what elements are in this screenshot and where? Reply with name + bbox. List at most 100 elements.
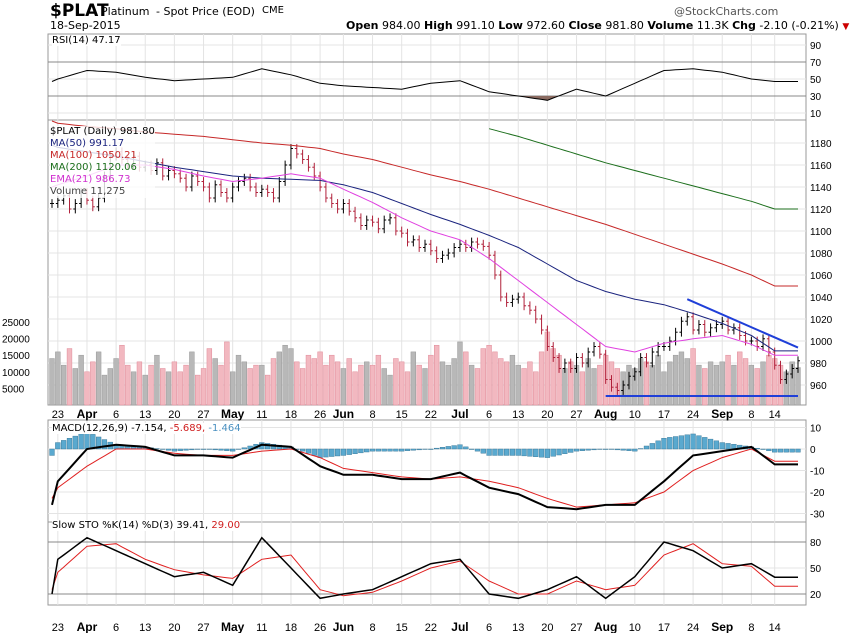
volume-bar (754, 368, 760, 406)
exchange: CME (262, 5, 284, 16)
sto-panel-frame (47, 521, 807, 606)
volume-bar (200, 368, 207, 406)
volume-bar (422, 368, 428, 406)
price-bar (592, 342, 597, 357)
volume-bar (317, 351, 323, 406)
volume-bar (183, 364, 189, 406)
x-tick-label: 20 (168, 409, 180, 421)
instrument-desc: - Spot Price (EOD) (156, 5, 255, 18)
macd-histogram-bar (393, 448, 399, 452)
volume-bar (789, 361, 795, 406)
volume-bar (381, 368, 387, 406)
x-tick-label: 24 (687, 622, 699, 633)
macd-histogram-bar (498, 448, 504, 456)
x-tick-label: 23 (52, 409, 64, 421)
price-bar (463, 239, 468, 252)
rsi-panel-frame (47, 33, 807, 121)
volume-bar (253, 364, 259, 406)
price-bar (545, 325, 550, 351)
x-tick-label: 20 (541, 409, 553, 421)
macd-histogram-bar (713, 440, 720, 450)
price-bar (551, 342, 556, 362)
price-bar (73, 199, 78, 214)
volume-bar (346, 358, 352, 406)
volume-bar (719, 361, 725, 406)
volume-bar (597, 364, 603, 406)
macd-histogram-bar (434, 447, 440, 450)
sto-d-line (51, 543, 798, 597)
price-bar (399, 226, 404, 238)
price-bar (603, 349, 608, 384)
volume-bar (655, 354, 661, 406)
macd-histogram-bar (311, 448, 317, 456)
x-tick-label: 24 (687, 409, 699, 421)
volume-bar (160, 368, 166, 406)
x-tick-label: 27 (570, 409, 582, 421)
x-tick-label: 18 (285, 409, 297, 421)
volume-bar (305, 354, 312, 406)
price-bar (90, 195, 95, 212)
price-bar (323, 182, 328, 203)
volume-bar (212, 358, 218, 406)
close-label: Close (568, 19, 602, 32)
sto-d-legend: 29.00 (211, 520, 241, 531)
price-bar (475, 237, 480, 249)
x-tick-label: 18 (285, 622, 297, 633)
x-tick-label: Aug (594, 407, 617, 421)
price-axis-tick-label: 1140 (810, 183, 832, 194)
volume-bar (171, 361, 178, 406)
volume-bar (119, 344, 125, 406)
macd-axis-tick-label: 0 (810, 445, 816, 456)
macd-histogram-bar (568, 448, 574, 453)
volume-bar (148, 364, 154, 406)
volume-bar (84, 371, 90, 406)
macd-histogram-bar (527, 448, 533, 457)
price-bar (294, 144, 299, 159)
price-bar (434, 246, 439, 263)
macd-histogram-bar (381, 448, 387, 452)
volume-value: 11.3K (696, 19, 729, 32)
volume-bar (107, 368, 113, 406)
volume-bar (259, 364, 265, 406)
price-bar (277, 177, 282, 203)
x-tick-label: 6 (113, 409, 119, 421)
x-tick-label: 14 (769, 409, 781, 421)
volume-bar (515, 364, 521, 406)
volume-bar (760, 361, 766, 406)
price-axis-tick-label: 960 (810, 381, 827, 392)
price-axis-tick-label: 1020 (810, 315, 833, 326)
price-bar (440, 250, 445, 263)
x-tick-label: 8 (369, 409, 375, 421)
macd-histogram-bar (766, 448, 772, 452)
price-bar (213, 180, 218, 203)
macd-histogram-bar (457, 444, 463, 450)
macd-signal-line (51, 448, 798, 508)
x-tick-label: 27 (197, 622, 209, 633)
volume-bar (264, 374, 271, 406)
volume-bar (60, 364, 67, 406)
down-arrow-icon: ▼ (842, 22, 850, 32)
price-bar (248, 173, 253, 192)
macd-histogram-bar (538, 448, 545, 458)
x-tick-label: 23 (52, 622, 64, 633)
macd-histogram-bar (678, 435, 685, 450)
macd-histogram-bar (696, 435, 702, 450)
price-bar (691, 312, 696, 335)
x-tick-label: Apr (77, 620, 98, 633)
macd-histogram-bar (230, 448, 236, 452)
volume-bar (247, 368, 253, 406)
price-bar (347, 199, 352, 216)
price-legend-title: $PLAT (Daily) 981.80 (50, 126, 155, 137)
macd-histogram-bar (707, 438, 714, 450)
volume-bar (468, 364, 475, 406)
price-bar (481, 239, 486, 251)
price-bar (417, 235, 422, 252)
price-bar (498, 270, 503, 302)
volume-bar (393, 358, 399, 406)
price-bar (679, 316, 684, 337)
x-tick-label: 6 (113, 622, 119, 633)
macd-histogram-bar (346, 448, 352, 455)
price-bar (597, 342, 602, 359)
price-bar (638, 353, 643, 377)
volume-bar (369, 364, 376, 406)
